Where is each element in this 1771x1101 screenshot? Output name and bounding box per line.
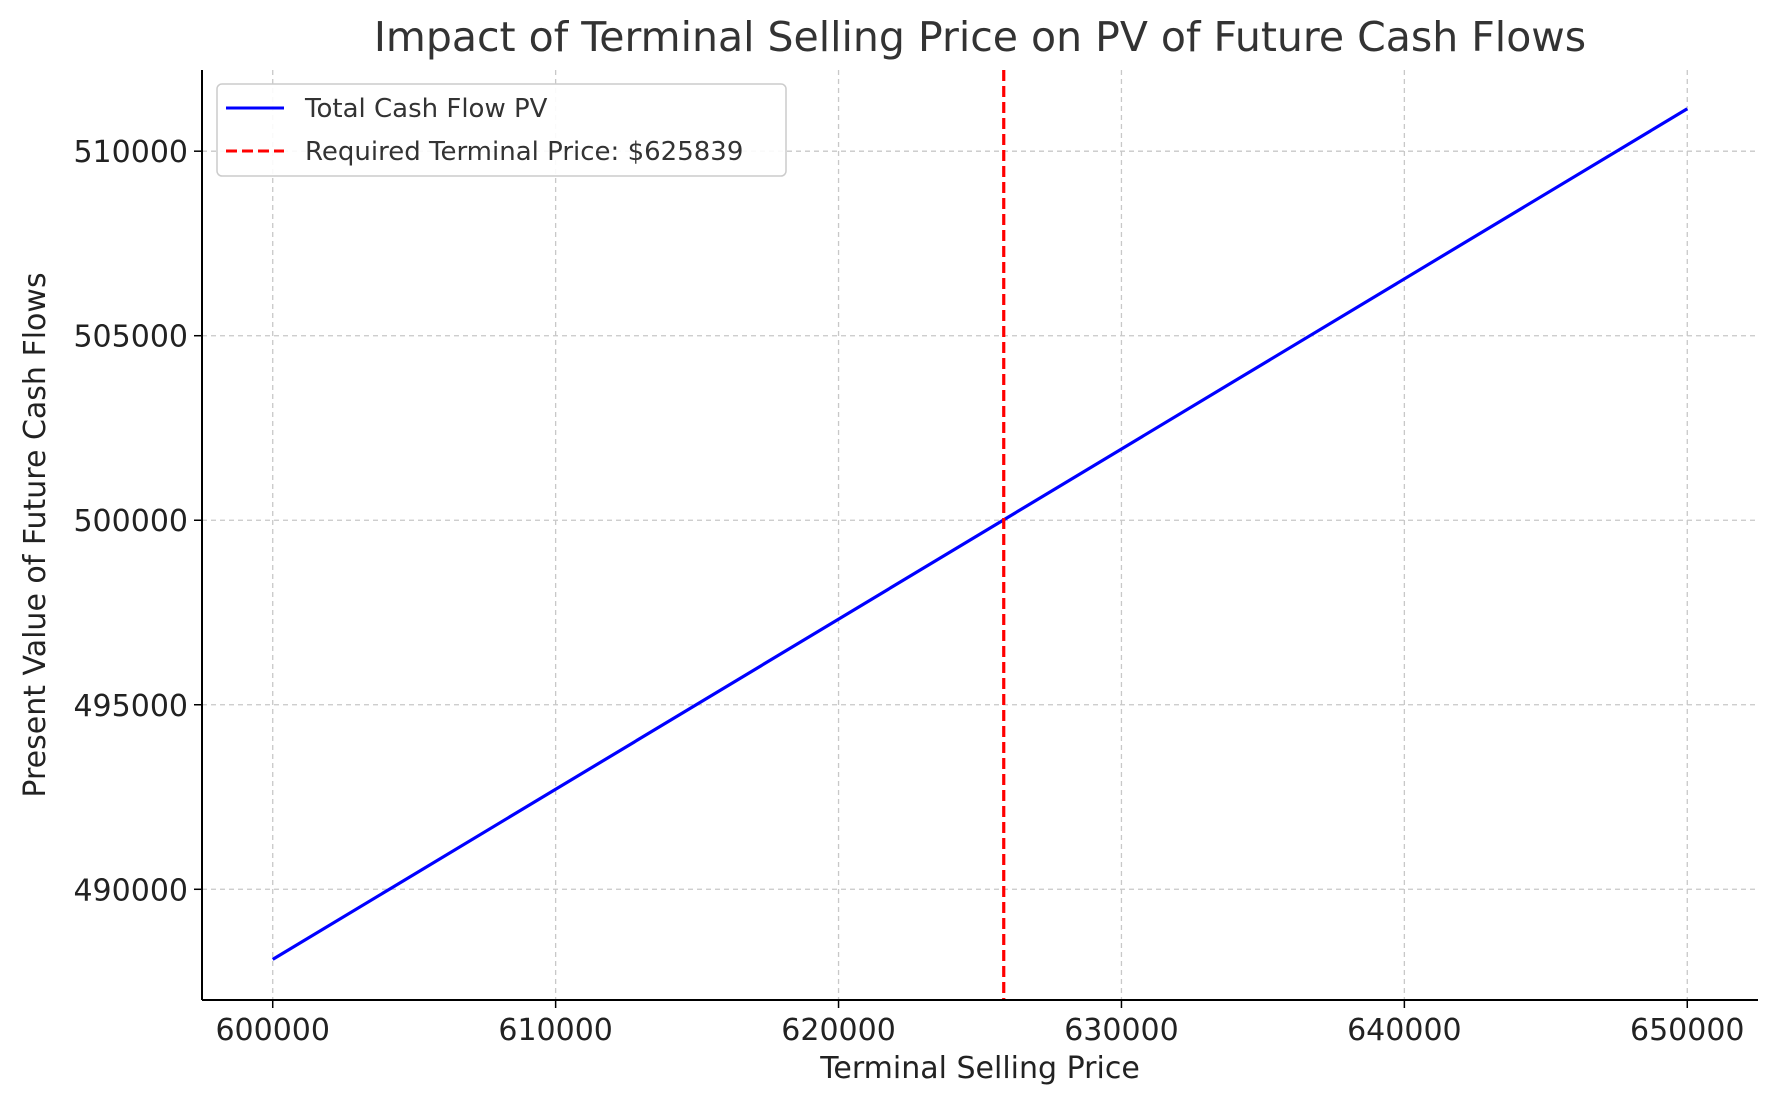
y-tick-label: 505000: [73, 320, 188, 355]
grid-lines: [202, 70, 1758, 1000]
y-tick-label: 510000: [73, 135, 188, 170]
legend-label-total-cash-flow-pv: Total Cash Flow PV: [304, 94, 548, 124]
ticks: 600000 610000 620000 630000 640000 650000 4900…: [73, 135, 1744, 1048]
x-tick-label: 640000: [1347, 1013, 1462, 1048]
x-tick-label: 650000: [1630, 1013, 1745, 1048]
x-tick-label: 620000: [781, 1013, 896, 1048]
chart-title: Impact of Terminal Selling Price on PV o…: [374, 13, 1586, 61]
x-tick-label: 600000: [215, 1013, 330, 1048]
x-axis-label: Terminal Selling Price: [819, 1051, 1140, 1086]
y-tick-label: 495000: [73, 689, 188, 724]
x-tick-label: 630000: [1064, 1013, 1179, 1048]
x-tick-label: 610000: [498, 1013, 613, 1048]
series-line-total-cash-flow-pv: [271, 107, 1689, 961]
axes: [201, 70, 1758, 1001]
series-layer: [271, 70, 1689, 1000]
legend: Total Cash Flow PV Required Terminal Pri…: [216, 83, 787, 177]
y-axis-label: Present Value of Future Cash Flows: [18, 272, 53, 797]
legend-box: [216, 83, 787, 177]
y-tick-label: 490000: [73, 873, 188, 908]
legend-label-required-terminal-price: Required Terminal Price: $625839: [305, 137, 743, 167]
y-tick-label: 500000: [73, 504, 188, 539]
